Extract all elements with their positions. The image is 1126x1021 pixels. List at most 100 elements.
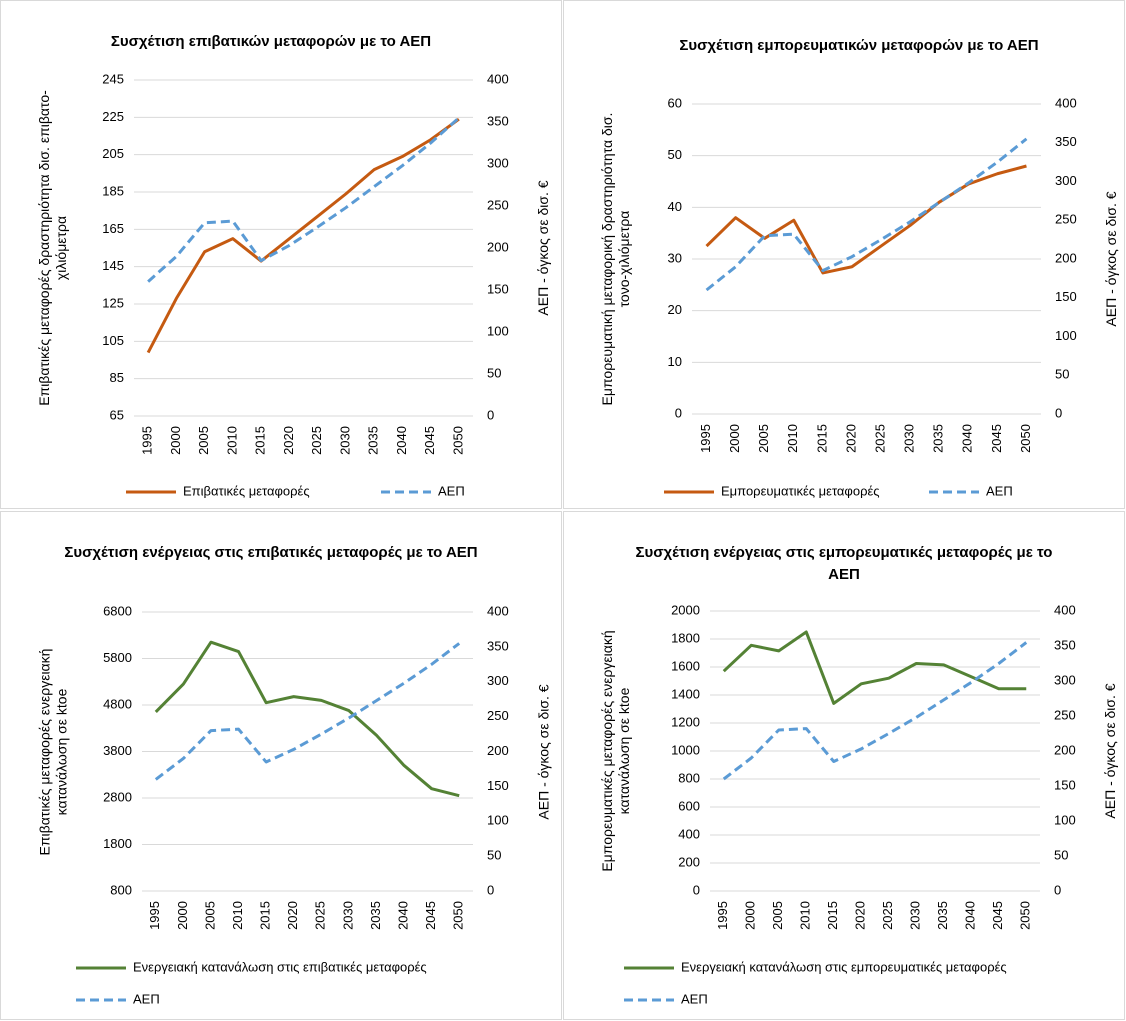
y-tick-label: 50: [668, 147, 682, 162]
x-tick-label: 2010: [224, 426, 239, 455]
y-tick-label: 400: [678, 826, 700, 841]
y2-tick-label: 100: [1055, 328, 1077, 343]
y-tick-label: 245: [102, 71, 124, 86]
y2-tick-label: 200: [1054, 742, 1076, 757]
legend-label: ΑΕΠ: [438, 483, 465, 498]
y2-tick-label: 150: [1054, 777, 1076, 792]
x-tick-label: 2030: [340, 901, 355, 930]
legend-label: ΑΕΠ: [986, 483, 1013, 498]
legend-label: Επιβατικές μεταφορές: [183, 483, 310, 498]
y2-tick-label: 50: [1054, 847, 1068, 862]
legend-label: Εμπορευματικές μεταφορές: [721, 483, 880, 498]
y2-tick-label: 400: [487, 71, 509, 86]
y2-tick-label: 50: [487, 848, 501, 863]
y2-tick-label: 150: [1055, 289, 1077, 304]
x-tick-label: 2015: [258, 901, 273, 930]
chart-title: Συσχέτιση ενέργειας στις εμπορευματικές …: [635, 544, 1053, 583]
y-tick-label: 85: [110, 370, 124, 385]
x-tick-label: 1995: [715, 901, 730, 930]
y-tick-label: 125: [102, 295, 124, 310]
x-tick-label: 2020: [843, 424, 858, 453]
series-line: [722, 630, 1027, 705]
y-tick-label: 65: [110, 407, 124, 422]
chart: 0102030405060050100150200250300350400199…: [664, 95, 1077, 498]
chart-panel: 800 1800 2800 3800 4800 5800 6800 0 50 100 150 200 2…: [0, 511, 562, 1020]
x-tick-label: 2045: [990, 901, 1005, 930]
x-tick-label: 2000: [727, 424, 742, 453]
chart: 0 200 400 600 800 1000 1200 1400 1600 1800 2000 0 50…: [624, 602, 1076, 1006]
y2-tick-label: 250: [1055, 212, 1077, 227]
y2-tick-label: 350: [487, 638, 509, 653]
y-axis-label: Επιβατικές μεταφορές δραστηριότητα δισ. …: [36, 90, 69, 406]
x-tick-label: 2015: [253, 426, 268, 455]
y2-axis-label: ΑΕΠ - όγκος σε δισ. €: [535, 683, 551, 820]
y2-tick-label: 100: [1054, 812, 1076, 827]
y2-tick-label: 100: [487, 323, 509, 338]
x-tick-label: 2030: [908, 901, 923, 930]
chart: 800 1800 2800 3800 4800 5800 6800 0 50 100 150 200 2…: [76, 603, 509, 1006]
series-line: [154, 642, 461, 781]
x-tick-label: 2025: [872, 424, 887, 453]
x-tick-label: 2050: [1018, 424, 1033, 453]
y-tick-label: 1800: [103, 836, 132, 851]
y-tick-label: 60: [668, 95, 682, 110]
x-tick-label: 2005: [770, 901, 785, 930]
y2-tick-label: 150: [487, 281, 509, 296]
y-tick-label: 800: [110, 882, 132, 897]
y-tick-label: 205: [102, 146, 124, 161]
x-tick-label: 2035: [931, 424, 946, 453]
y-tick-label: 1200: [671, 714, 700, 729]
y2-tick-label: 200: [487, 239, 509, 254]
chart-panel: 65 85 105 125 145 165 185 205 225 245 0 50 100 150 200…: [0, 0, 562, 509]
y2-tick-label: 0: [1054, 882, 1061, 897]
y2-tick-label: 200: [487, 743, 509, 758]
x-tick-label: 2025: [313, 901, 328, 930]
chart-title: Συσχέτιση επιβατικών μεταφορών με το ΑΕΠ: [110, 33, 432, 50]
x-tick-label: 2035: [368, 901, 383, 930]
x-tick-label: 2040: [395, 901, 410, 930]
y2-tick-label: 400: [487, 603, 509, 618]
y2-axis-label: ΑΕΠ - όγκος σε δισ. €: [535, 180, 551, 316]
legend-label: ΑΕΠ: [133, 991, 160, 1006]
x-tick-label: 2050: [450, 426, 465, 455]
legend-label: Ενεργειακή κατανάλωση στις επιβατικές με…: [133, 959, 427, 974]
x-tick-label: 2030: [902, 424, 917, 453]
y-tick-label: 600: [678, 798, 700, 813]
y-tick-label: 165: [102, 221, 124, 236]
x-tick-label: 2000: [175, 901, 190, 930]
chart-panel: 0 200 400 600 800 1000 1200 1400 1600 1800 2000 0 50…: [563, 511, 1125, 1020]
y-tick-label: 800: [678, 770, 700, 785]
y-tick-label: 1600: [671, 658, 700, 673]
series-line: [146, 117, 460, 354]
y2-tick-label: 400: [1055, 95, 1077, 110]
y2-axis-label: ΑΕΠ - όγκος σε δισ. €: [1103, 191, 1119, 327]
x-tick-label: 2015: [814, 424, 829, 453]
y2-tick-label: 0: [487, 407, 494, 422]
y-tick-label: 0: [675, 405, 682, 420]
y-axis-label: Εμπορευματική μεταφορική δραστηριότητα δ…: [599, 112, 632, 406]
series-line: [147, 116, 460, 283]
chart-panel: 0 10 20 30 40 50 60 0 50 100 150 200 250 300 350 400 199…: [563, 0, 1125, 509]
legend-label: ΑΕΠ: [681, 991, 708, 1006]
x-tick-label: 2050: [451, 901, 466, 930]
y-tick-label: 185: [102, 183, 124, 198]
y2-tick-label: 100: [487, 813, 509, 828]
y-axis-label: Εμπορευματικές μεταφορές ενεργειακή κατα…: [599, 630, 632, 872]
y-tick-label: 1400: [671, 686, 700, 701]
x-tick-label: 2045: [422, 426, 437, 455]
y-tick-label: 30: [668, 250, 682, 265]
x-tick-label: 2005: [756, 424, 771, 453]
x-tick-label: 2020: [281, 426, 296, 455]
y2-tick-label: 0: [487, 882, 494, 897]
y-tick-label: 1800: [671, 630, 700, 645]
y2-tick-label: 400: [1054, 602, 1076, 617]
chart-title: Συσχέτιση εμπορευματικών μεταφορών με το…: [679, 37, 1039, 54]
y-tick-label: 4800: [103, 696, 132, 711]
y2-tick-label: 250: [487, 197, 509, 212]
x-tick-label: 2000: [743, 901, 758, 930]
x-tick-label: 2045: [989, 424, 1004, 453]
x-tick-label: 1995: [698, 424, 713, 453]
y2-tick-label: 250: [1054, 707, 1076, 722]
y2-tick-label: 300: [487, 155, 509, 170]
